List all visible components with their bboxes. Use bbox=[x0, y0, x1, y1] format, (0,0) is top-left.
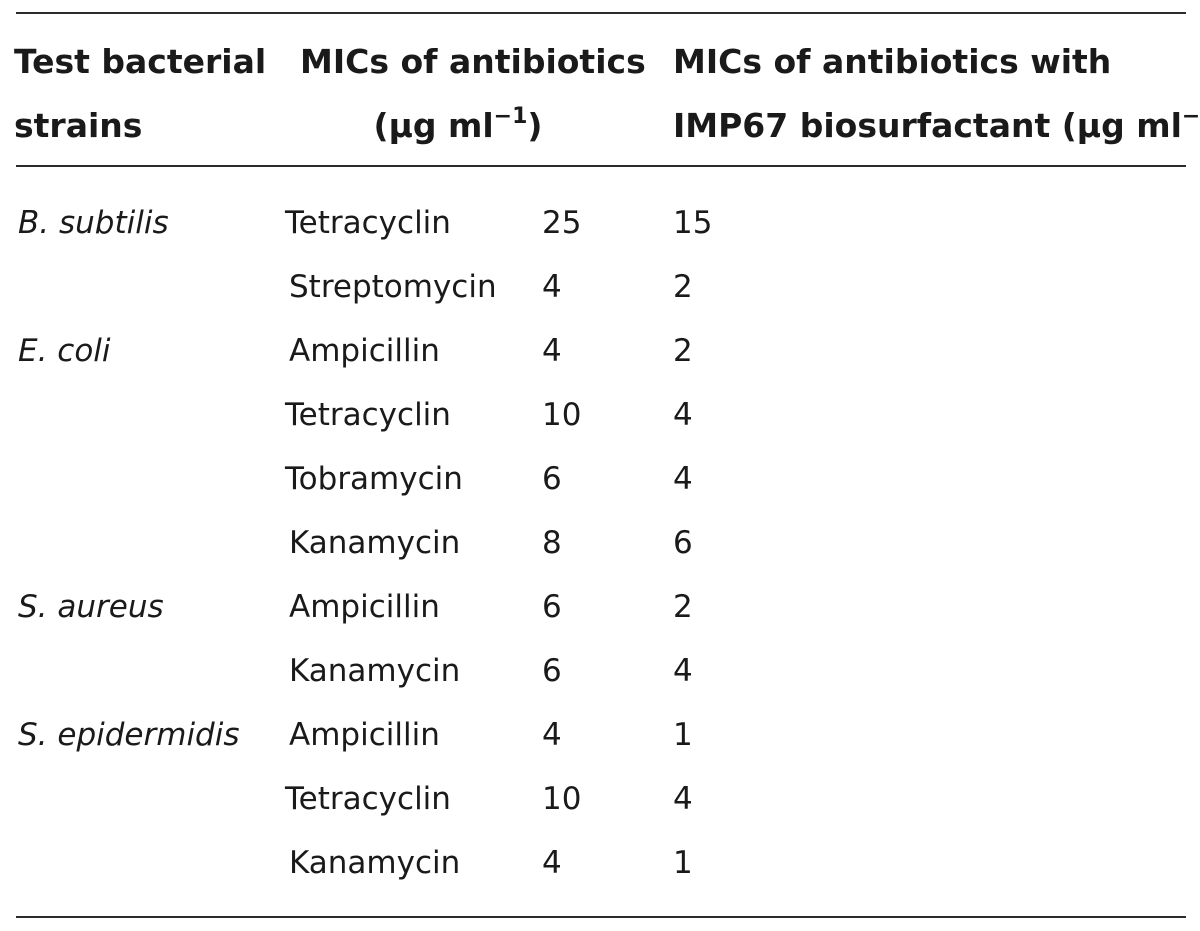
mic-biosurfactant-cell: 4 bbox=[673, 397, 693, 433]
mic-biosurfactant-cell: 1 bbox=[673, 845, 693, 881]
mic-cell: 10 bbox=[542, 397, 582, 433]
mic-cell: 4 bbox=[542, 333, 562, 369]
header-mic-bio-line2: IMP67 biosurfactant (µg ml−1) bbox=[673, 94, 1200, 158]
mic-cell: 10 bbox=[542, 781, 582, 817]
antibiotic-cell: Ampicillin bbox=[289, 333, 440, 369]
table-row: Kanamycin 8 6 bbox=[0, 511, 1200, 575]
mic-cell: 25 bbox=[542, 205, 582, 241]
antibiotic-cell: Tetracyclin bbox=[285, 205, 451, 241]
mic-biosurfactant-cell: 1 bbox=[673, 717, 693, 753]
mic-cell: 6 bbox=[542, 589, 562, 625]
mic-biosurfactant-cell: 4 bbox=[673, 781, 693, 817]
header-mic-antibiotics: MICs of antibiotics (µg ml−1) bbox=[300, 30, 646, 158]
antibiotic-cell: Kanamycin bbox=[289, 525, 461, 561]
header-strains-line1: Test bacterial bbox=[14, 42, 267, 81]
header-strains-line2: strains bbox=[14, 106, 143, 145]
mic-biosurfactant-cell: 2 bbox=[673, 269, 693, 305]
mic-cell: 4 bbox=[542, 845, 562, 881]
strain-cell: S. aureus bbox=[18, 589, 164, 625]
antibiotic-cell: Tetracyclin bbox=[285, 781, 451, 817]
table-row: Tetracyclin 10 4 bbox=[0, 383, 1200, 447]
mic-biosurfactant-cell: 2 bbox=[673, 589, 693, 625]
table-row: S. epidermidis Ampicillin 4 1 bbox=[0, 703, 1200, 767]
antibiotic-cell: Ampicillin bbox=[289, 589, 440, 625]
mic-biosurfactant-cell: 2 bbox=[673, 333, 693, 369]
header-test-strains: Test bacterial strains bbox=[14, 30, 266, 158]
antibiotic-cell: Tobramycin bbox=[285, 461, 463, 497]
table-row: Streptomycin 4 2 bbox=[0, 255, 1200, 319]
header-mic-with-biosurfactant: MICs of antibiotics with IMP67 biosurfac… bbox=[673, 30, 1200, 158]
table-top-rule bbox=[16, 12, 1186, 14]
header-mic-bio-unit-exponent: −1 bbox=[1181, 104, 1200, 129]
table-row: Kanamycin 6 4 bbox=[0, 639, 1200, 703]
header-mic-bio-unit-prefix: IMP67 biosurfactant (µg ml bbox=[673, 106, 1182, 145]
header-mic-bio-line1: MICs of antibiotics with bbox=[673, 42, 1112, 81]
table-row: S. aureus Ampicillin 6 2 bbox=[0, 575, 1200, 639]
mic-cell: 6 bbox=[542, 461, 562, 497]
antibiotic-cell: Kanamycin bbox=[289, 845, 461, 881]
mic-cell: 4 bbox=[542, 717, 562, 753]
header-mic-line1: MICs of antibiotics bbox=[300, 42, 646, 81]
table-row: Tobramycin 6 4 bbox=[0, 447, 1200, 511]
antibiotic-cell: Kanamycin bbox=[289, 653, 461, 689]
mic-cell: 6 bbox=[542, 653, 562, 689]
strain-cell: B. subtilis bbox=[18, 205, 169, 241]
mic-biosurfactant-cell: 6 bbox=[673, 525, 693, 561]
table-row: Kanamycin 4 1 bbox=[0, 831, 1200, 895]
header-separator-rule bbox=[16, 165, 1186, 167]
antibiotic-cell: Streptomycin bbox=[289, 269, 497, 305]
antibiotic-cell: Ampicillin bbox=[289, 717, 440, 753]
header-mic-unit-prefix: (µg ml bbox=[373, 106, 494, 145]
mic-biosurfactant-cell: 15 bbox=[673, 205, 713, 241]
table-row: B. subtilis Tetracyclin 25 15 bbox=[0, 191, 1200, 255]
header-mic-line2: (µg ml−1) bbox=[300, 94, 616, 158]
antibiotic-cell: Tetracyclin bbox=[285, 397, 451, 433]
table-row: E. coli Ampicillin 4 2 bbox=[0, 319, 1200, 383]
header-mic-unit-suffix: ) bbox=[527, 106, 543, 145]
strain-cell: S. epidermidis bbox=[18, 717, 240, 753]
header-mic-unit-exponent: −1 bbox=[493, 104, 528, 129]
mic-cell: 4 bbox=[542, 269, 562, 305]
table-row: Tetracyclin 10 4 bbox=[0, 767, 1200, 831]
mic-biosurfactant-cell: 4 bbox=[673, 461, 693, 497]
table-bottom-rule bbox=[16, 916, 1186, 918]
strain-cell: E. coli bbox=[18, 333, 111, 369]
mic-cell: 8 bbox=[542, 525, 562, 561]
mic-biosurfactant-cell: 4 bbox=[673, 653, 693, 689]
